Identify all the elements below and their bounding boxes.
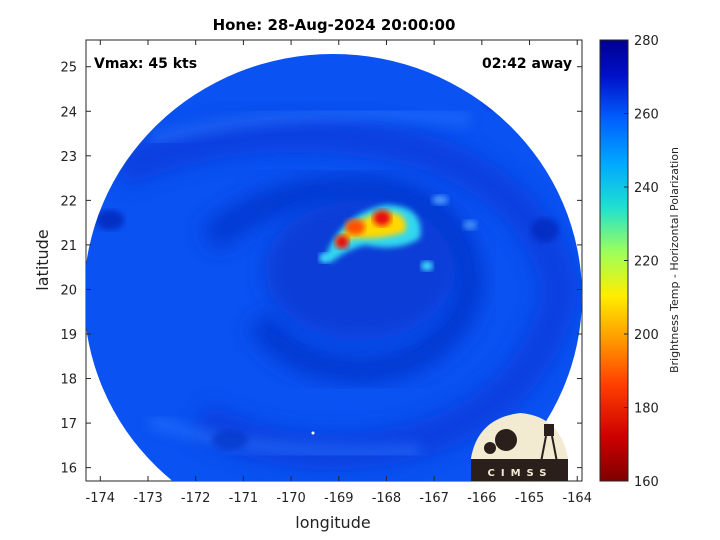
logo-water-tower-icon [544, 424, 554, 436]
x-tick-label: -174 [86, 491, 116, 506]
x-tick-label: -172 [181, 491, 211, 506]
x-tick-label: -171 [229, 491, 259, 506]
cold-core-3 [335, 235, 349, 249]
colorbar-label: Brightness Temp - Horizontal Polarizatio… [668, 147, 681, 373]
colorbar [599, 39, 629, 482]
cimss-logo: CIMSS [471, 413, 568, 481]
light-streak-south [147, 413, 421, 459]
logo-satellite-dish-icon [495, 429, 517, 451]
logo-tower-leg [551, 435, 558, 463]
cold-core-1 [345, 219, 365, 235]
colorbar-tick-label: 280 [634, 34, 659, 49]
vmax-label: Vmax: 45 kts [94, 56, 197, 72]
colorbar-tick-label: 160 [634, 475, 659, 490]
y-tick-label: 18 [60, 373, 77, 388]
map-title: Hone: 28-Aug-2024 20:00:00 [213, 16, 456, 34]
cyan-spot [319, 253, 331, 263]
x-tick-label: -166 [467, 491, 497, 506]
dark-patch [531, 218, 559, 242]
y-tick-label: 25 [60, 61, 77, 76]
light-spot [463, 220, 477, 230]
y-tick-label: 19 [60, 328, 77, 343]
x-tick-label: -168 [372, 491, 402, 506]
colorbar-tick-label: 200 [634, 328, 659, 343]
white-speck [311, 431, 315, 435]
y-axis-label: latitude [33, 229, 52, 290]
inner-band [200, 174, 485, 385]
time-away-label: 02:42 away [482, 56, 572, 72]
x-tick-label: -169 [324, 491, 354, 506]
x-tick-label: -167 [419, 491, 449, 506]
y-tick-label: 17 [60, 417, 77, 432]
logo-tower-leg [540, 435, 547, 463]
x-axis: -174 -173 -172 -171 -170 -169 -168 -167 -166 -165… [86, 40, 592, 506]
colorbar-tick-label: 180 [634, 402, 659, 417]
y-tick-label: 23 [60, 150, 77, 165]
x-tick-label: -165 [515, 491, 545, 506]
light-streak-north [148, 106, 471, 147]
y-axis: 25 24 23 22 21 20 19 18 17 16 [60, 61, 582, 477]
y-tick-label: 21 [60, 239, 77, 254]
colorbar-tick-label: 240 [634, 181, 659, 196]
x-tick-label: -173 [133, 491, 163, 506]
x-tick-label: -164 [562, 491, 592, 506]
dark-patch [96, 210, 124, 230]
y-tick-label: 20 [60, 283, 77, 298]
microwave-imagery [86, 54, 582, 481]
x-axis-label: longitude [295, 513, 370, 532]
colorbar-tick-label: 220 [634, 255, 659, 270]
x-tick-label: -170 [276, 491, 306, 506]
logo-ground [471, 459, 568, 481]
light-spot [432, 195, 448, 205]
logo-text: CIMSS [488, 468, 553, 479]
cold-core-2 [373, 210, 391, 226]
dark-patch [212, 430, 248, 450]
cyan-spot [421, 261, 433, 271]
colorbar-tick-label: 260 [634, 108, 659, 123]
y-tick-label: 24 [60, 105, 77, 120]
colorbar-ticks: 280 260 240 220 200 180 160 [624, 34, 659, 490]
y-tick-label: 16 [60, 462, 77, 477]
y-tick-label: 22 [60, 194, 77, 209]
logo-satellite-dish-icon [484, 442, 496, 454]
